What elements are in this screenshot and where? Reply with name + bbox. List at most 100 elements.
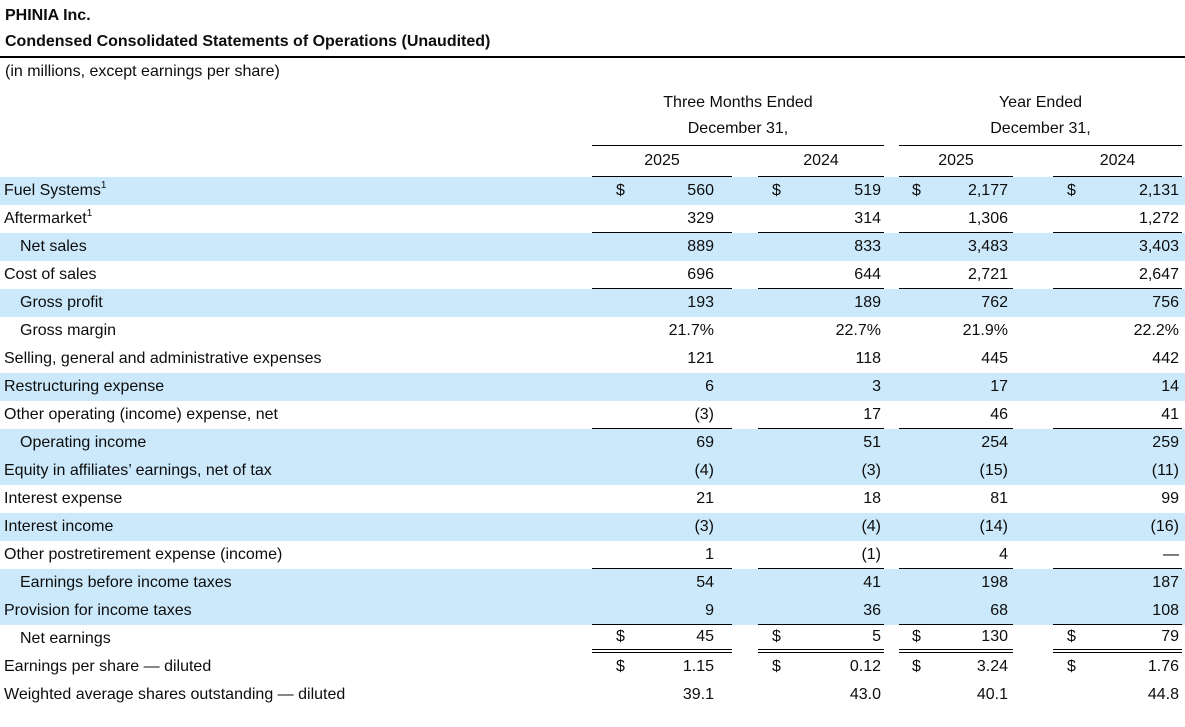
value-text: 762 [981, 294, 1008, 311]
table-row: Earnings before income taxes 54 41 198 187 [0, 569, 1185, 597]
column-gap [732, 541, 758, 569]
value-cell: (3) [758, 457, 884, 485]
value-cell: 9 [592, 597, 732, 625]
row-label: Net earnings [20, 630, 111, 647]
column-gap [1013, 373, 1053, 401]
period-group-label: Three Months Ended [663, 94, 813, 111]
value-text: 1 [705, 545, 714, 563]
value-text: 14 [1161, 378, 1179, 395]
value-cell: (4) [592, 457, 732, 485]
row-label: Earnings before income taxes [20, 574, 232, 591]
column-gap [1013, 401, 1053, 429]
value-cell: 99 [1053, 485, 1182, 513]
currency-symbol: $ [912, 182, 921, 199]
table-row: Aftermarket 1 329 314 1,306 1,272 [0, 205, 1185, 233]
value-cell: 36 [758, 597, 884, 625]
column-gap [732, 597, 758, 625]
column-gap [884, 513, 899, 541]
value-text: 68 [990, 601, 1008, 619]
value-text: (16) [1150, 518, 1179, 535]
value-text: 121 [687, 350, 714, 367]
column-gap [884, 205, 899, 233]
title-rule [0, 56, 1185, 58]
value-cell: 108 [1053, 597, 1182, 625]
value-text: (4) [694, 462, 714, 479]
table-row: Provision for income taxes 9 36 68 108 [0, 597, 1185, 625]
value-text: 1,272 [1138, 209, 1179, 227]
value-cell: (3) [592, 513, 732, 541]
value-text: 22.2% [1133, 322, 1179, 339]
value-cell: 44.8 [1053, 681, 1182, 709]
column-gap [732, 261, 758, 289]
table-row: Gross margin 21.7% 22.7% 21.9% 22.2% [0, 317, 1185, 345]
column-gap [732, 569, 758, 597]
value-cell: 22.2% [1053, 317, 1182, 345]
value-text: 3,403 [1138, 238, 1179, 255]
value-text: 2,177 [967, 182, 1008, 199]
row-label: Other operating (income) expense, net [4, 406, 278, 423]
column-gap [732, 373, 758, 401]
value-cell: 1 [592, 541, 732, 569]
value-cell: $560 [592, 177, 732, 205]
value-text: 51 [863, 434, 881, 451]
value-cell: (11) [1053, 457, 1182, 485]
period-group-headers: Three Months Ended December 31, Year End… [0, 90, 1185, 146]
row-label: Gross profit [20, 294, 103, 311]
column-gap [884, 177, 899, 205]
column-gap [884, 485, 899, 513]
value-text: 41 [863, 574, 881, 591]
value-text: (14) [979, 518, 1008, 535]
value-text: (3) [694, 405, 714, 423]
value-cell: $3.24 [899, 653, 1013, 681]
value-text: 442 [1152, 350, 1179, 367]
column-gap [884, 373, 899, 401]
column-gap [1013, 289, 1053, 317]
value-text: 79 [1161, 628, 1179, 645]
value-cell: 259 [1053, 429, 1182, 457]
value-cell: 68 [899, 597, 1013, 625]
column-gap [1013, 146, 1053, 177]
row-label: Restructuring expense [4, 378, 165, 395]
table-row: Selling, general and administrative expe… [0, 345, 1185, 373]
period-group-sublabel: December 31, [687, 120, 789, 137]
value-cell: (14) [899, 513, 1013, 541]
value-cell: (16) [1053, 513, 1182, 541]
value-cell: $1.76 [1053, 653, 1182, 681]
row-label: Gross margin [20, 322, 117, 339]
row-label: Provision for income taxes [4, 602, 192, 619]
value-cell: 40.1 [899, 681, 1013, 709]
value-cell: $45 [592, 625, 732, 653]
column-gap [1013, 569, 1053, 597]
value-text: 118 [855, 350, 881, 367]
table-row: Other postretirement expense (income) 1 (1… [0, 541, 1185, 569]
column-gap [732, 317, 758, 345]
company-name: PHINIA Inc. [5, 7, 91, 24]
value-text: 17 [863, 405, 881, 423]
value-cell: 187 [1053, 569, 1182, 597]
row-label: Interest expense [4, 490, 123, 507]
value-text: 21.9% [962, 322, 1008, 339]
value-cell: 254 [899, 429, 1013, 457]
column-gap [1013, 597, 1053, 625]
table-row: Interest expense 21 18 81 99 [0, 485, 1185, 513]
value-cell: 329 [592, 205, 732, 233]
value-text: 644 [854, 265, 881, 283]
row-label: Operating income [20, 434, 147, 451]
column-gap [884, 625, 899, 653]
value-cell: 18 [758, 485, 884, 513]
column-gap [1013, 345, 1053, 373]
column-gap [884, 261, 899, 289]
column-gap [884, 597, 899, 625]
period-group-label: Year Ended [998, 94, 1083, 111]
table-row: Other operating (income) expense, net (3)… [0, 401, 1185, 429]
table-row: Operating income 69 51 254 259 [0, 429, 1185, 457]
value-cell: 2,647 [1053, 261, 1182, 289]
value-cell: 43.0 [758, 681, 884, 709]
value-text: 2,131 [1138, 182, 1179, 199]
value-text: 43.0 [849, 686, 881, 703]
year-header: 2025 [899, 146, 1013, 177]
currency-symbol: $ [1067, 182, 1076, 199]
value-cell: 3,403 [1053, 233, 1182, 261]
value-cell: 696 [592, 261, 732, 289]
column-gap [732, 289, 758, 317]
